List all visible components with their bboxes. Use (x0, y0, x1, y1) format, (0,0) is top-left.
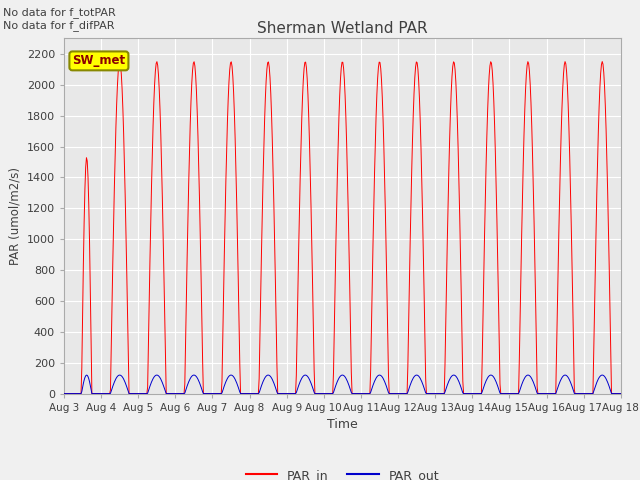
Y-axis label: PAR (umol/m2/s): PAR (umol/m2/s) (8, 167, 21, 265)
Text: No data for f_difPAR: No data for f_difPAR (3, 20, 115, 31)
Legend: PAR_in, PAR_out: PAR_in, PAR_out (241, 464, 444, 480)
Text: No data for f_totPAR: No data for f_totPAR (3, 7, 116, 18)
Title: Sherman Wetland PAR: Sherman Wetland PAR (257, 21, 428, 36)
Text: SW_met: SW_met (72, 54, 125, 67)
X-axis label: Time: Time (327, 418, 358, 431)
